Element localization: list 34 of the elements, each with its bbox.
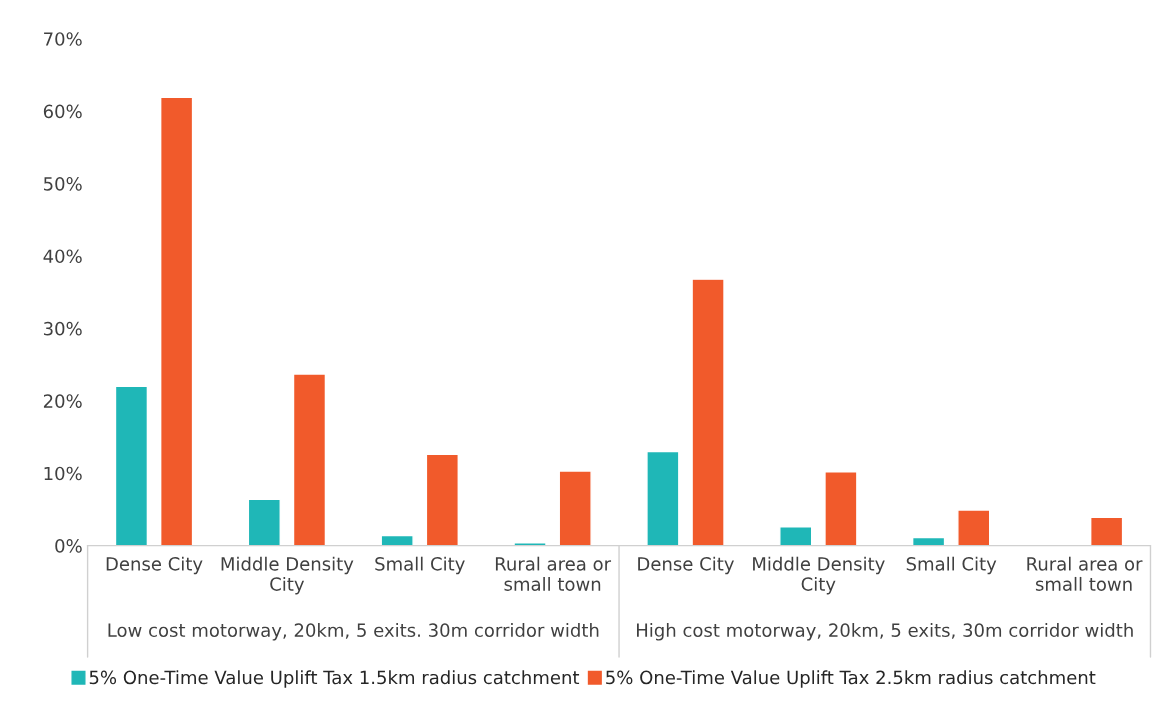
y-tick-label: 20%: [43, 394, 82, 408]
bar: [957, 509, 991, 546]
bar: [380, 534, 414, 546]
x-tick-label: Dense City: [638, 556, 734, 575]
bar: [824, 471, 858, 546]
text: Low cost motorway, 20km, 5 exits. 30m corridor width: [108, 623, 599, 641]
y-tick-label: 10%: [44, 466, 82, 481]
bar: [558, 470, 592, 546]
x-tick-label: Small City: [375, 556, 465, 575]
x-tick-label: Rural area or small town: [1027, 556, 1143, 591]
legend-label: 5% One-Time Value Uplift Tax 2.5km radius catchment: [606, 670, 1096, 688]
x-tick-label: Dense City: [106, 556, 203, 575]
y-tick-label: 50%: [44, 177, 82, 191]
bar: [1089, 516, 1124, 546]
bar: [779, 526, 813, 546]
text: High cost motorway, 20km, 5 exits, 30m corridor width: [637, 623, 1133, 641]
bar: [292, 373, 327, 546]
bar: [425, 453, 459, 546]
bar: [911, 536, 946, 546]
x-tick-label: Small City: [906, 556, 997, 575]
y-tick-label: 0%: [55, 539, 82, 553]
x-tick-label: Middle Density City: [753, 556, 885, 595]
y-tick-label: 40%: [43, 249, 82, 264]
bar: [114, 385, 149, 546]
bar: [247, 498, 281, 546]
y-tick-label: 30%: [43, 321, 82, 336]
legend-label: 5% One-Time Value Uplift Tax 1.5km radius catchment: [89, 670, 580, 688]
x-tick-label: Middle Density City: [221, 556, 354, 595]
bar: [159, 96, 194, 546]
bar: [646, 450, 680, 546]
y-tick-label: 60%: [43, 104, 82, 119]
bar: [691, 278, 725, 546]
y-tick-label: 70%: [44, 32, 82, 46]
x-tick-label: Rural area or small town: [495, 556, 612, 591]
